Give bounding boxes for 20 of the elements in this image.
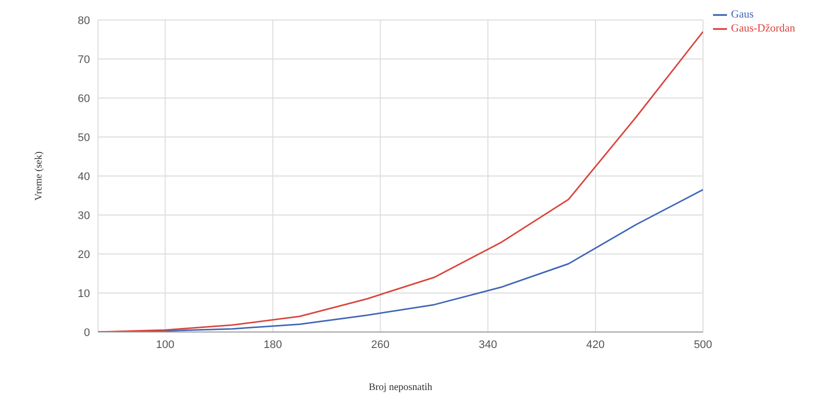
x-axis-title: Broj neposnatih <box>368 382 432 393</box>
y-tick-label: 60 <box>78 92 90 105</box>
x-tick-label: 500 <box>694 338 712 351</box>
legend-label: Gaus-Džordan <box>731 22 796 35</box>
x-tick-label: 340 <box>478 338 498 351</box>
y-tick-label: 40 <box>78 170 90 183</box>
legend-label: Gaus <box>731 8 754 21</box>
y-axis-title: Vreme (sek) <box>34 151 45 201</box>
x-tick-label: 260 <box>371 338 390 351</box>
x-tick-label: 180 <box>264 338 282 351</box>
y-tick-label: 70 <box>78 54 90 66</box>
x-tick-label: 100 <box>156 338 174 351</box>
y-tick-label: 10 <box>78 288 90 300</box>
y-tick-label: 20 <box>78 248 90 261</box>
y-tick-label: 30 <box>78 210 90 222</box>
y-tick-label: 50 <box>78 132 90 144</box>
x-tick-label: 420 <box>586 338 605 351</box>
y-tick-label: 0 <box>84 326 90 339</box>
line-series <box>98 30 703 332</box>
y-tick-label: 80 <box>78 14 90 27</box>
